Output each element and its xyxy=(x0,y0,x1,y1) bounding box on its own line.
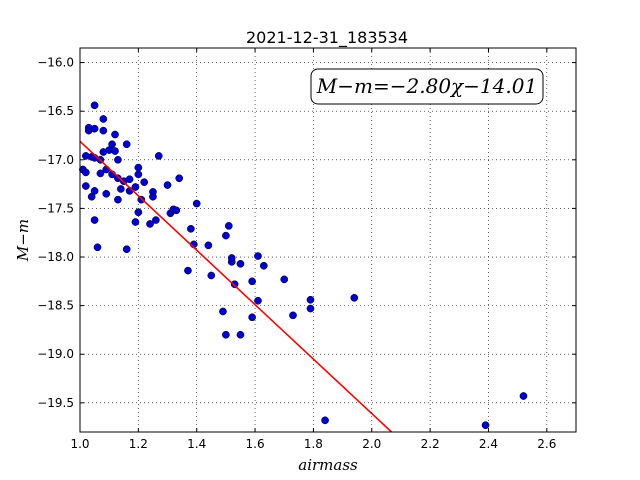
data-point xyxy=(224,222,233,230)
data-point xyxy=(134,163,143,172)
x-tick-label: 1.4 xyxy=(187,437,206,451)
x-tick-label: 2.0 xyxy=(362,437,381,451)
y-tick-label: −19.0 xyxy=(37,347,74,361)
data-point xyxy=(259,261,268,270)
plot-frame xyxy=(79,47,577,433)
data-point xyxy=(99,115,108,123)
y-tick-label: −18.5 xyxy=(37,299,74,313)
x-tick-label: 2.2 xyxy=(421,437,440,451)
data-point xyxy=(280,275,289,284)
grid xyxy=(80,48,576,432)
data-point xyxy=(192,199,201,208)
fit-line-group xyxy=(79,140,393,433)
data-point xyxy=(236,330,245,339)
data-point xyxy=(154,152,163,160)
x-tick-label: 1.6 xyxy=(246,437,265,451)
data-point xyxy=(96,169,105,178)
data-point xyxy=(111,130,119,139)
y-tick-label: −17.0 xyxy=(37,153,74,167)
data-point xyxy=(306,295,315,304)
data-point xyxy=(248,313,256,322)
data-point xyxy=(90,187,99,195)
data-point xyxy=(222,330,230,339)
y-tick-label: −18.0 xyxy=(37,250,74,264)
data-point xyxy=(230,280,239,289)
data-point xyxy=(187,224,195,233)
data-point xyxy=(114,195,122,204)
data-point xyxy=(254,296,262,305)
x-tick-label: 2.4 xyxy=(479,437,498,451)
data-point xyxy=(99,126,108,135)
data-point xyxy=(131,183,140,191)
data-point xyxy=(122,245,131,254)
data-point xyxy=(125,175,134,184)
data-point xyxy=(227,254,236,262)
data-point xyxy=(111,147,119,155)
data-point xyxy=(134,170,143,179)
data-point xyxy=(122,140,131,149)
data-point xyxy=(108,140,116,149)
data-point xyxy=(236,259,245,268)
plot-background xyxy=(80,48,576,432)
data-point xyxy=(163,181,172,189)
data-point xyxy=(116,185,125,193)
data-point xyxy=(175,174,184,183)
data-point xyxy=(321,416,329,425)
data-point xyxy=(481,421,490,430)
x-tick-label: 1.2 xyxy=(129,437,148,451)
data-point xyxy=(102,189,111,198)
chart-title: 2021-12-31_183534 xyxy=(246,28,408,48)
data-point xyxy=(248,277,256,286)
data-point xyxy=(90,216,99,224)
fit-line xyxy=(79,140,393,433)
ticks: 1.0 1.2 1.4 1.6 1.8 2.0 2.2 2.4 2.6 −16.0 −16.5 −17… xyxy=(37,48,576,451)
y-tick-label: −17.5 xyxy=(37,201,74,215)
data-point xyxy=(204,241,213,250)
data-point xyxy=(149,192,157,201)
x-tick-label: 1.8 xyxy=(304,437,323,451)
data-point xyxy=(131,218,140,226)
plot-area: 1.0 1.2 1.4 1.6 1.8 2.0 2.2 2.4 2.6 −16.0 −16.5 −17… xyxy=(37,47,577,451)
annotation-box xyxy=(310,68,544,105)
data-point xyxy=(207,271,216,280)
y-tick-label: −16.0 xyxy=(37,56,74,70)
y-tick-label: −19.5 xyxy=(37,396,74,410)
data-point xyxy=(222,231,230,240)
y-axis-label: M−m xyxy=(14,219,32,262)
data-point xyxy=(350,293,359,302)
data-point xyxy=(152,216,160,224)
x-axis-label: airmass xyxy=(298,456,358,474)
data-point xyxy=(254,252,262,260)
data-point xyxy=(134,208,143,217)
data-point xyxy=(81,168,90,177)
data-point xyxy=(306,304,315,313)
data-point xyxy=(172,206,181,215)
data-point xyxy=(90,124,99,133)
y-tick-label: −16.5 xyxy=(37,104,74,118)
annotation-text: M−m=−2.80χ−14.01 xyxy=(316,74,537,98)
x-tick-label: 1.0 xyxy=(70,437,89,451)
data-point xyxy=(102,165,111,174)
fit-annotation: M−m=−2.80χ−14.01 xyxy=(310,68,544,105)
data-point xyxy=(146,220,154,228)
x-tick-label: 2.6 xyxy=(537,437,556,451)
data-point xyxy=(114,155,122,164)
data-point xyxy=(90,101,99,110)
data-point xyxy=(219,307,227,316)
data-point xyxy=(519,392,528,400)
data-point xyxy=(93,243,102,252)
data-point xyxy=(289,311,297,320)
data-point xyxy=(184,266,192,275)
data-point xyxy=(140,178,149,187)
data-point xyxy=(81,182,90,190)
